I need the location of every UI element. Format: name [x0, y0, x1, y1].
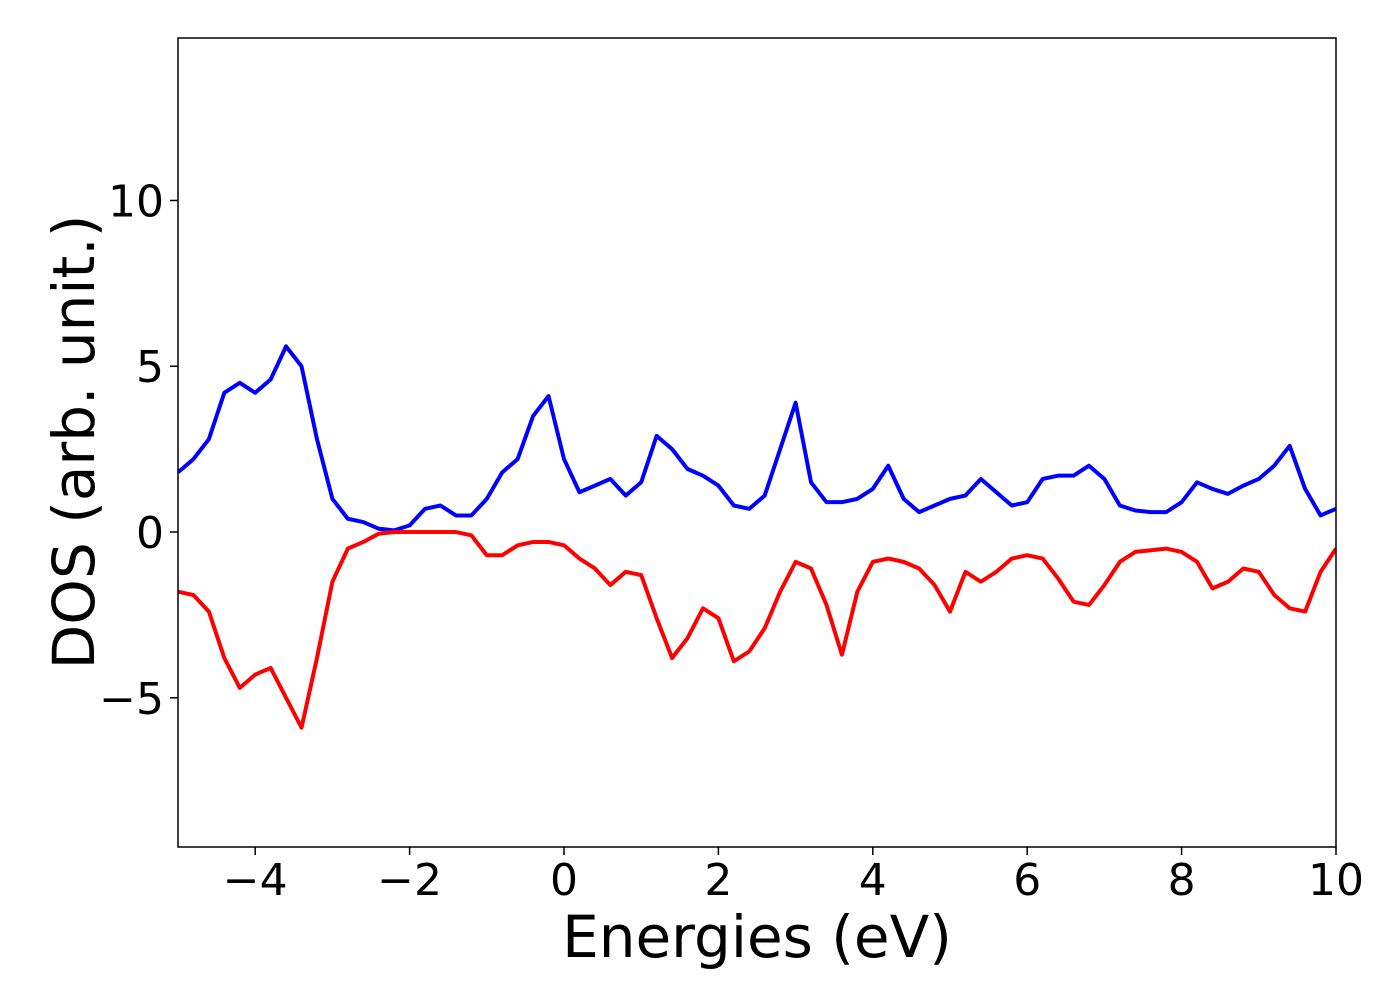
y-tick-label: 0 [136, 508, 164, 559]
x-axis-label: Energies (eV) [562, 903, 952, 971]
x-tick-label: 2 [704, 855, 732, 906]
y-axis-label: DOS (arb. unit.) [40, 215, 108, 670]
data-line [178, 344, 1336, 533]
y-tick-label: 5 [136, 342, 164, 393]
plot-frame [177, 37, 1337, 848]
x-tick-label: 4 [859, 855, 887, 906]
x-tick-label: 10 [1308, 855, 1364, 906]
y-tick-label: 10 [108, 176, 164, 227]
data-line [178, 530, 1336, 730]
x-tick-label: 0 [550, 855, 578, 906]
x-tick-label: 8 [1168, 855, 1196, 906]
x-tick-label: −4 [223, 855, 288, 906]
x-tick-label: 6 [1013, 855, 1041, 906]
y-tick-label: −5 [99, 674, 164, 725]
x-tick-label: −2 [377, 855, 442, 906]
